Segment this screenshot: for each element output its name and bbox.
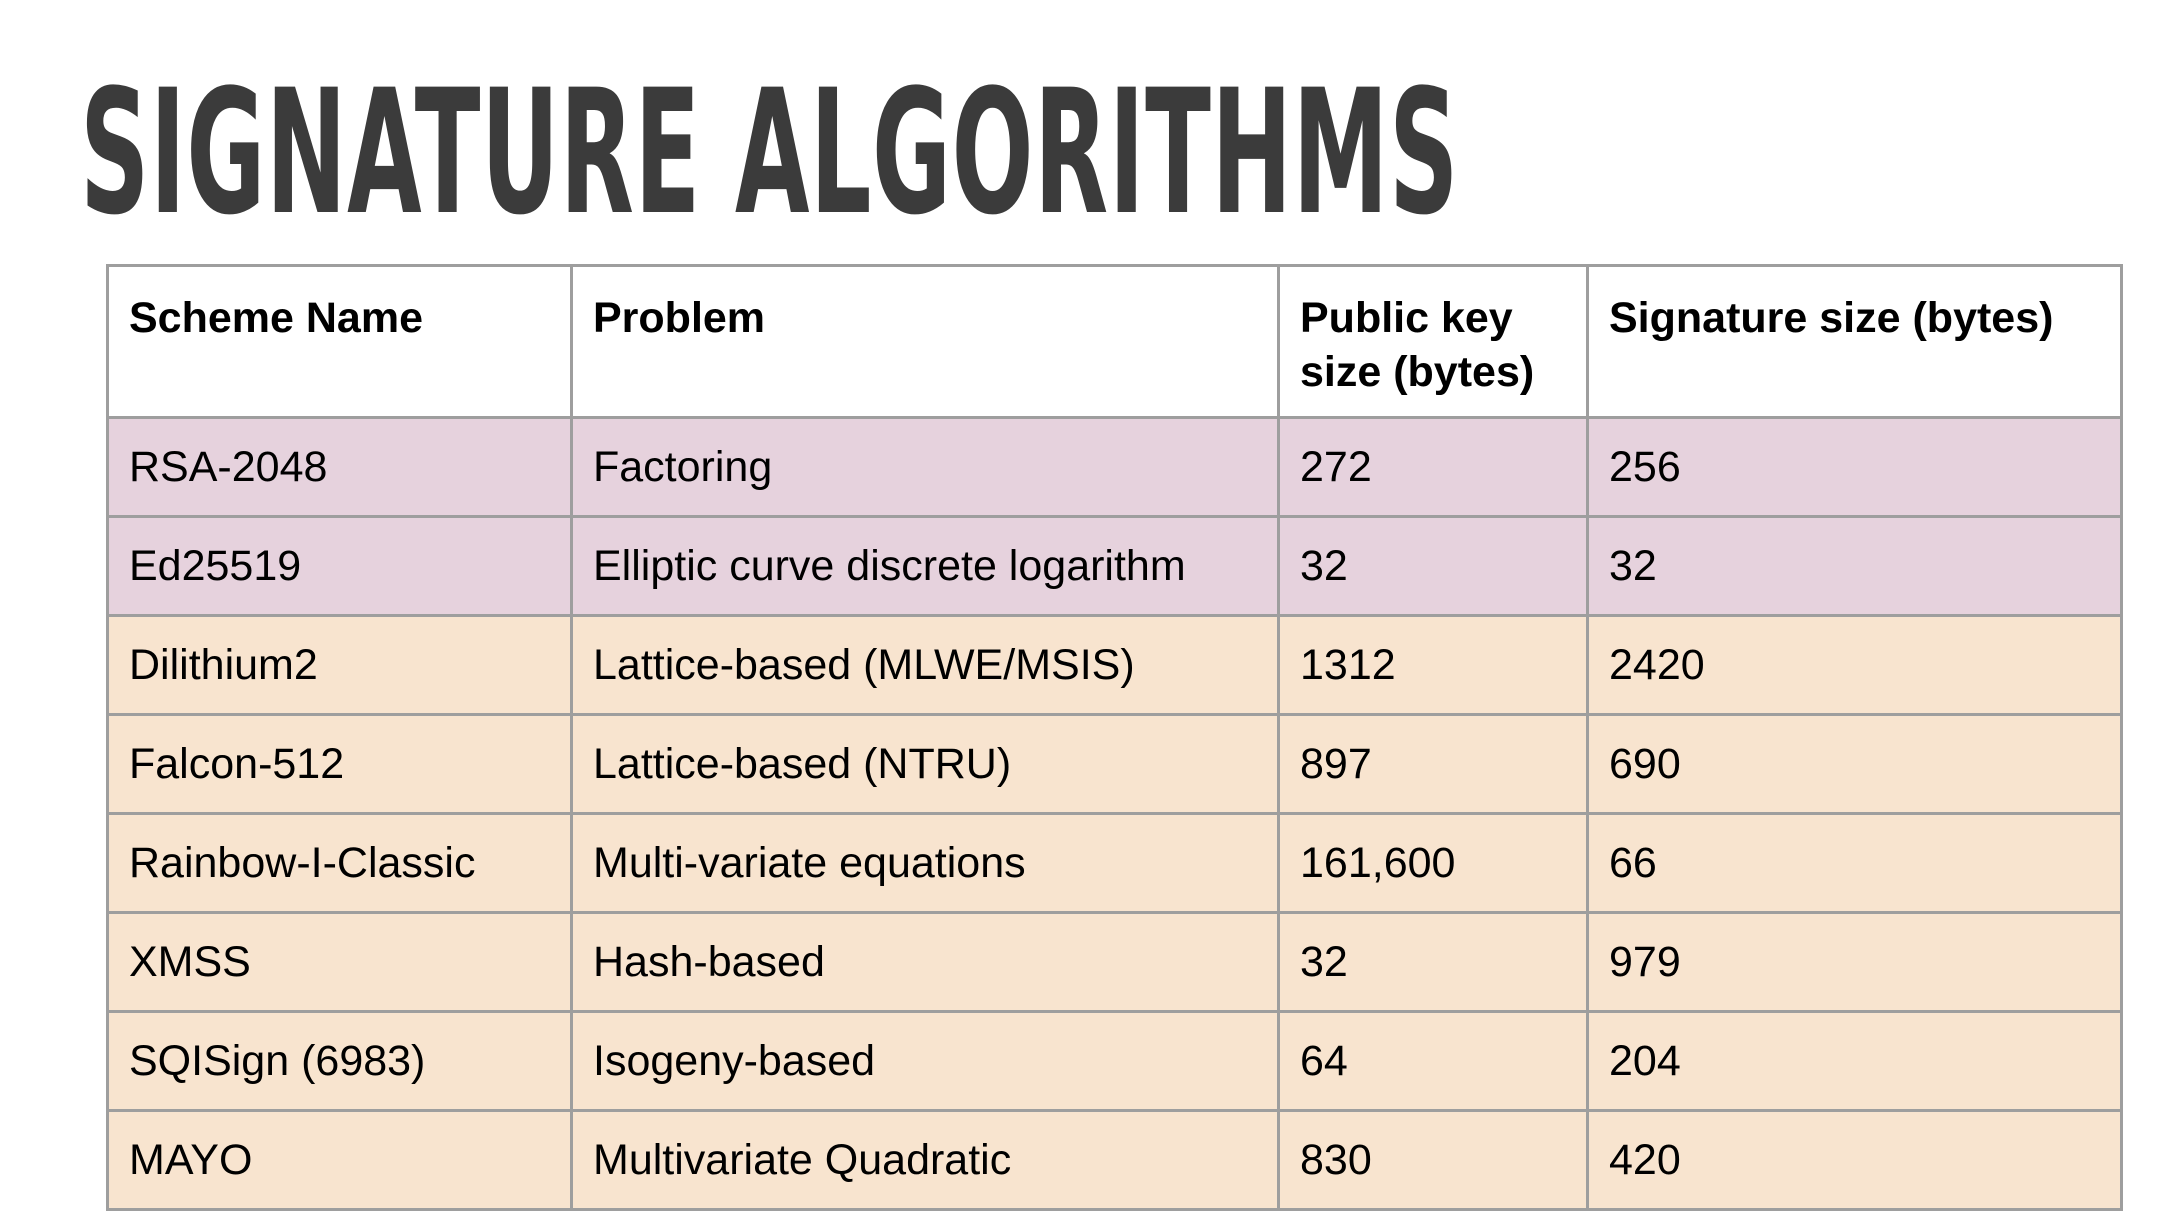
public-key-size-cell: 64: [1277, 1010, 1589, 1112]
problem-cell: Multivariate Quadratic: [570, 1109, 1280, 1211]
table-row: Falcon-512 Lattice-based (NTRU) 897 690: [106, 713, 2123, 815]
signature-size-cell: 979: [1586, 911, 2123, 1013]
scheme-name-cell: Falcon-512: [106, 713, 573, 815]
page-title: SIGNATURE ALGORITHMS: [80, 52, 1459, 253]
signature-size-cell: 204: [1586, 1010, 2123, 1112]
problem-cell: Lattice-based (MLWE/MSIS): [570, 614, 1280, 716]
column-header-signature-size: Signature size (bytes): [1586, 264, 2123, 419]
column-header-scheme-name: Scheme Name: [106, 264, 573, 419]
problem-cell: Hash-based: [570, 911, 1280, 1013]
problem-cell: Elliptic curve discrete logarithm: [570, 515, 1280, 617]
problem-cell: Lattice-based (NTRU): [570, 713, 1280, 815]
table-row: SQISign (6983) Isogeny-based 64 204: [106, 1010, 2123, 1112]
scheme-name-cell: Rainbow-I-Classic: [106, 812, 573, 914]
table-row: Rainbow-I-Classic Multi-variate equation…: [106, 812, 2123, 914]
signature-algorithms-table: Scheme Name Problem Public key size (byt…: [106, 264, 2123, 1211]
signature-size-cell: 2420: [1586, 614, 2123, 716]
table-row: MAYO Multivariate Quadratic 830 420: [106, 1109, 2123, 1211]
public-key-size-cell: 161,600: [1277, 812, 1589, 914]
public-key-size-cell: 32: [1277, 911, 1589, 1013]
signature-size-cell: 256: [1586, 416, 2123, 518]
problem-cell: Isogeny-based: [570, 1010, 1280, 1112]
scheme-name-cell: RSA-2048: [106, 416, 573, 518]
scheme-name-cell: Ed25519: [106, 515, 573, 617]
public-key-size-cell: 830: [1277, 1109, 1589, 1211]
table-row: Dilithium2 Lattice-based (MLWE/MSIS) 131…: [106, 614, 2123, 716]
scheme-name-cell: XMSS: [106, 911, 573, 1013]
signature-size-cell: 420: [1586, 1109, 2123, 1211]
column-header-problem: Problem: [570, 264, 1280, 419]
table-row: XMSS Hash-based 32 979: [106, 911, 2123, 1013]
column-header-public-key-size: Public key size (bytes): [1277, 264, 1589, 419]
public-key-size-cell: 272: [1277, 416, 1589, 518]
public-key-size-cell: 897: [1277, 713, 1589, 815]
scheme-name-cell: Dilithium2: [106, 614, 573, 716]
signature-size-cell: 690: [1586, 713, 2123, 815]
problem-cell: Multi-variate equations: [570, 812, 1280, 914]
problem-cell: Factoring: [570, 416, 1280, 518]
scheme-name-cell: MAYO: [106, 1109, 573, 1211]
signature-size-cell: 66: [1586, 812, 2123, 914]
public-key-size-cell: 1312: [1277, 614, 1589, 716]
table-header-row: Scheme Name Problem Public key size (byt…: [106, 264, 2123, 419]
table-row: Ed25519 Elliptic curve discrete logarith…: [106, 515, 2123, 617]
public-key-size-cell: 32: [1277, 515, 1589, 617]
scheme-name-cell: SQISign (6983): [106, 1010, 573, 1112]
signature-size-cell: 32: [1586, 515, 2123, 617]
table-row: RSA-2048 Factoring 272 256: [106, 416, 2123, 518]
